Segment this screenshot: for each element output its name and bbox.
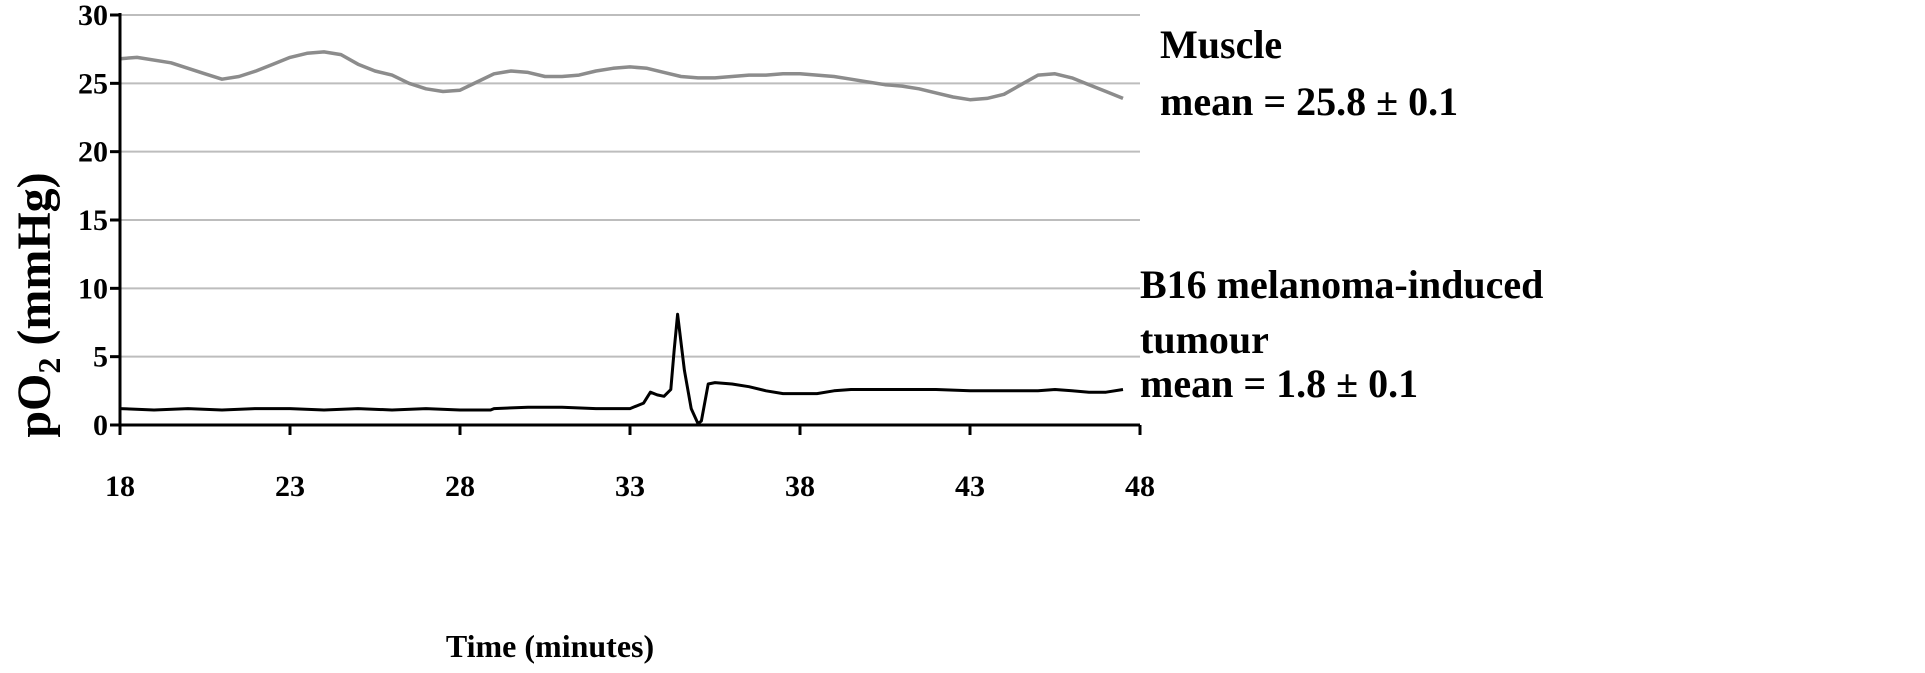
y-tick-label-25: 25: [78, 67, 108, 100]
muscle-label: Muscle: [1160, 22, 1282, 67]
y-axis-title-subscript: 2: [31, 358, 67, 374]
gridlines: [120, 14, 1140, 358]
y-axis-title-unit: (mmHg): [8, 172, 61, 357]
series-lines: [119, 50, 1124, 426]
x-tick-label-48: 48: [1125, 470, 1155, 503]
y-tick-label-15: 15: [78, 204, 108, 237]
tick-labels: 0 5 10 15 20 25 30 18 23 28 33 38 43 48: [78, 0, 1155, 503]
y-axis-title: pO2 (mmHg): [8, 172, 67, 437]
y-tick-label-0: 0: [93, 409, 108, 442]
axes: [110, 13, 1142, 435]
y-tick-label-10: 10: [78, 272, 108, 305]
y-tick-label-5: 5: [93, 341, 108, 374]
y-tick-label-30: 30: [78, 0, 108, 32]
y-tick-label-20: 20: [78, 136, 108, 169]
x-axis-title: Time (minutes): [446, 628, 654, 664]
x-tick-label-28: 28: [445, 470, 475, 503]
y-axis-title-main: pO: [8, 374, 61, 438]
x-tick-label-18: 18: [105, 470, 135, 503]
x-tick-label-33: 33: [615, 470, 645, 503]
tumour-label-line1: B16 melanoma-induced: [1140, 262, 1543, 307]
muscle-mean-label: mean = 25.8 ± 0.1: [1160, 79, 1458, 124]
series-line-tumour: [119, 312, 1124, 426]
x-tick-label-43: 43: [955, 470, 985, 503]
tumour-mean-label: mean = 1.8 ± 0.1: [1140, 361, 1418, 406]
x-tick-label-23: 23: [275, 470, 305, 503]
series-line-muscle: [119, 50, 1124, 102]
tumour-label-line2: tumour: [1140, 317, 1269, 362]
x-tick-label-38: 38: [785, 470, 815, 503]
